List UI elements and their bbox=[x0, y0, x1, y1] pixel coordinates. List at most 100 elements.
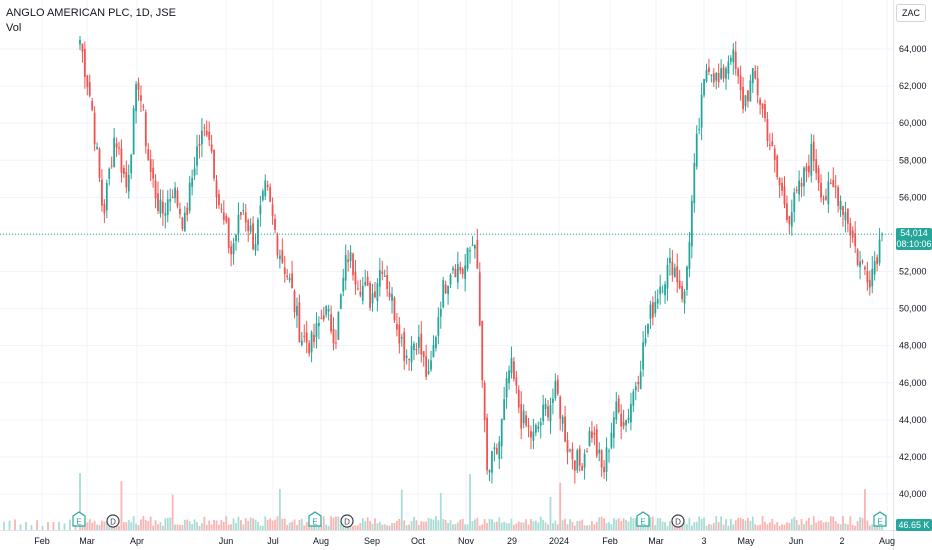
x-tick-label: Mar bbox=[648, 536, 664, 546]
volume-bar bbox=[871, 524, 874, 530]
volume-bar bbox=[717, 522, 720, 530]
candle-body bbox=[157, 193, 159, 212]
candle-body bbox=[503, 399, 506, 421]
symbol-title[interactable]: ANGLO AMERICAN PLC, 1D, JSE bbox=[6, 7, 176, 19]
candle-body bbox=[408, 359, 410, 361]
candle-body bbox=[688, 242, 691, 269]
volume-bar bbox=[654, 524, 657, 530]
candle-body bbox=[856, 249, 859, 266]
candle-body bbox=[274, 218, 276, 230]
volume-bar bbox=[581, 519, 584, 530]
volume-bar bbox=[781, 524, 783, 530]
candle-body bbox=[690, 200, 693, 247]
y-tick-label: 56,000 bbox=[899, 192, 927, 202]
volume-bar bbox=[751, 516, 754, 530]
candle-body bbox=[393, 297, 396, 321]
candle-body bbox=[515, 377, 518, 386]
volume-bar bbox=[608, 522, 610, 530]
candle-body bbox=[166, 199, 169, 216]
volume-bar bbox=[405, 525, 408, 530]
candle-body bbox=[510, 358, 513, 374]
x-tick-label: 2 bbox=[839, 536, 844, 546]
candle-body bbox=[127, 174, 130, 192]
volume-bar bbox=[403, 520, 406, 530]
candle-body bbox=[759, 99, 762, 105]
volume-bar bbox=[786, 522, 788, 530]
volume-bar bbox=[527, 524, 530, 530]
volume-bar bbox=[83, 525, 86, 530]
volume-bar bbox=[690, 525, 693, 530]
volume-bar bbox=[712, 522, 715, 530]
volume-bar bbox=[154, 520, 157, 530]
candle-body bbox=[461, 268, 464, 275]
volume-bar bbox=[186, 519, 189, 530]
x-tick-label: Jul bbox=[267, 536, 279, 546]
volume-bar bbox=[69, 519, 71, 530]
y-tick-label: 40,000 bbox=[899, 489, 927, 499]
candle-body bbox=[491, 450, 493, 473]
volume-bar bbox=[118, 525, 120, 530]
candle-body bbox=[386, 274, 389, 289]
x-tick-label: Apr bbox=[130, 536, 144, 546]
candle-body bbox=[88, 82, 91, 96]
volume-bar bbox=[413, 516, 415, 530]
x-tick-label: Mar bbox=[79, 536, 95, 546]
candle-body bbox=[452, 268, 454, 271]
candle-body bbox=[793, 192, 796, 212]
candle-body bbox=[271, 204, 274, 217]
candle-body bbox=[734, 51, 737, 70]
volume-bar bbox=[488, 518, 491, 530]
candle-body bbox=[79, 39, 81, 45]
volume-bar bbox=[651, 516, 654, 530]
volume-bar bbox=[576, 521, 579, 530]
volume-bar bbox=[271, 520, 274, 530]
candle-body bbox=[330, 314, 332, 332]
candle-body bbox=[878, 239, 881, 264]
volume-bar bbox=[96, 524, 98, 530]
candle-body bbox=[415, 349, 418, 351]
candle-body bbox=[303, 335, 306, 337]
candle-body bbox=[110, 165, 113, 167]
volume-bar bbox=[761, 516, 764, 530]
candle-body bbox=[605, 447, 608, 472]
candle-body bbox=[164, 213, 167, 216]
volume-bar bbox=[461, 518, 464, 530]
candle-body bbox=[561, 416, 564, 424]
volume-bar bbox=[388, 525, 391, 530]
volume-bar bbox=[410, 521, 413, 530]
candle-body bbox=[815, 159, 818, 174]
candle-body bbox=[200, 130, 203, 145]
volume-bar bbox=[500, 522, 503, 530]
volume-bar bbox=[539, 516, 542, 530]
volume-bar bbox=[259, 525, 262, 530]
volume-bar bbox=[327, 525, 330, 530]
candle-body bbox=[308, 343, 311, 354]
volume-bar bbox=[625, 519, 627, 530]
volume-bar bbox=[708, 523, 710, 530]
volume-bar bbox=[771, 518, 774, 530]
candle-body bbox=[873, 261, 876, 275]
candle-body bbox=[464, 265, 467, 279]
earnings-icon bbox=[873, 511, 887, 527]
y-tick-label: 62,000 bbox=[899, 81, 927, 91]
volume-bar bbox=[849, 516, 852, 530]
candle-body bbox=[296, 305, 298, 316]
candle-body bbox=[186, 207, 189, 216]
candle-body bbox=[666, 264, 669, 289]
volume-bar bbox=[630, 516, 632, 530]
candle-body bbox=[798, 180, 801, 195]
volume-bar bbox=[798, 524, 801, 530]
candle-body bbox=[771, 141, 774, 146]
candle-body bbox=[846, 208, 849, 224]
currency-button[interactable]: ZAC bbox=[896, 4, 926, 22]
earnings-icon bbox=[72, 511, 86, 527]
volume-bar bbox=[174, 524, 176, 530]
volume-bar bbox=[274, 519, 276, 530]
volume-bar bbox=[666, 525, 669, 530]
x-tick-label: Jun bbox=[219, 536, 234, 546]
candle-body bbox=[456, 264, 459, 283]
candle-body bbox=[795, 189, 798, 191]
volume-bar bbox=[140, 519, 142, 530]
candle-body bbox=[225, 215, 228, 222]
